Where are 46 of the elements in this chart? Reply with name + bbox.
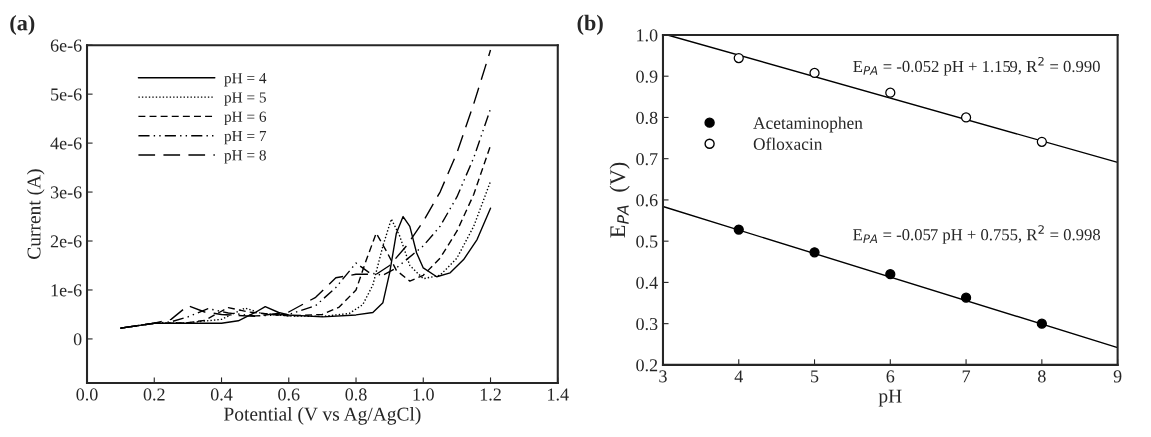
- legend-label: Ofloxacin: [753, 137, 823, 150]
- legend-label: Acetaminophen: [753, 116, 863, 133]
- y-tick-label: 2e-6: [50, 235, 82, 248]
- y-tick-label: 0.9: [636, 70, 658, 83]
- chart-title: (a): [10, 14, 35, 36]
- y-tick-label: 5e-6: [51, 88, 82, 101]
- x-tick-label: 9: [1113, 370, 1122, 383]
- y-axis-title: E$_{PA}$ (V): [609, 162, 630, 238]
- y-axis-title: Current (A): [26, 169, 45, 259]
- x-tick-label: 0.0: [76, 388, 98, 401]
- x-tick-label: 8: [1038, 370, 1046, 383]
- x-tick-label: 1.0: [413, 388, 434, 401]
- legend-label: pH = 7: [224, 131, 267, 145]
- annotation: E$_{PA}$ = -0.057 pH + 0.755, R$^{2}$ = 0.998: [853, 225, 1101, 244]
- x-tick-label: 6: [886, 370, 895, 383]
- y-tick-label: 0.6: [636, 194, 658, 207]
- y-tick-label: 6e-6: [50, 39, 82, 52]
- y-tick-label: 0.8: [636, 111, 658, 124]
- y-tick-label: 1e-6: [51, 284, 82, 297]
- annotation: E$_{PA}$ = -0.052 pH + 1.159, R$^{2}$ = 0.990: [853, 56, 1100, 76]
- chart-title: (b): [577, 14, 603, 35]
- y-tick-label: 0: [73, 333, 82, 346]
- y-tick-label: 0.2: [636, 359, 658, 372]
- legend-label: pH = 8: [224, 150, 266, 164]
- x-tick-label: 1.4: [548, 388, 569, 401]
- y-tick-label: 0.3: [636, 317, 658, 331]
- x-axis-title: pH: [878, 389, 902, 407]
- x-tick-label: 7: [962, 370, 971, 383]
- x-tick-label: 3: [659, 370, 667, 383]
- y-tick-label: 0.7: [636, 152, 658, 166]
- y-tick-label: 4e-6: [50, 137, 82, 150]
- legend-label: pH = 5: [224, 92, 266, 106]
- legend-label: pH = 6: [224, 111, 267, 125]
- y-tick-label: 0.4: [636, 276, 658, 289]
- x-tick-label: 0.2: [143, 388, 165, 401]
- y-tick-label: 1.0: [637, 29, 658, 42]
- x-tick-label: 0.4: [210, 388, 233, 401]
- y-tick-label: 0.5: [636, 235, 658, 248]
- x-tick-label: 1.2: [480, 388, 501, 401]
- x-tick-label: 0.6: [278, 388, 300, 401]
- x-tick-label: 0.8: [345, 388, 367, 401]
- x-axis-title: Potential (V vs Ag/AgCl): [224, 407, 421, 425]
- legend-label: pH = 4: [224, 73, 267, 87]
- x-tick-label: 4: [734, 370, 743, 383]
- y-tick-label: 3e-6: [50, 186, 82, 199]
- x-tick-label: 5: [811, 370, 819, 383]
